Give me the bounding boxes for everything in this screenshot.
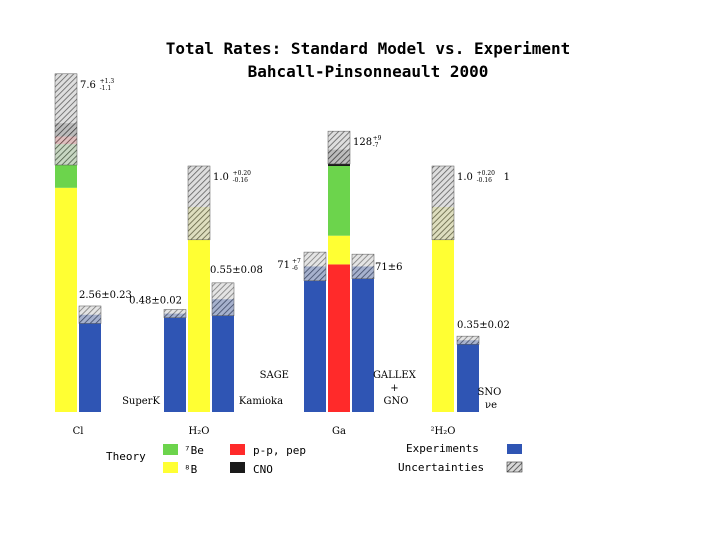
legend-label-7be: ⁷Be bbox=[184, 444, 204, 457]
bar-2-2-experiment-bar bbox=[352, 266, 374, 412]
bar-2-0-experiment-bar bbox=[304, 266, 326, 412]
chart-title: Total Rates: Standard Model vs. Experime… bbox=[166, 39, 571, 58]
bar-2-1-theory-pp-segment bbox=[328, 264, 350, 412]
legend-experiments-label: Experiments bbox=[406, 442, 479, 455]
legend-swatch-cno bbox=[230, 462, 245, 473]
experiment-name-sage: SAGE bbox=[260, 370, 289, 381]
legend-label-cno: CNO bbox=[253, 463, 273, 476]
bar-2-1-theory-be7-segment bbox=[328, 166, 350, 236]
bar-0-1-experiment-uncertainty bbox=[78, 305, 102, 324]
bar-0-1-experiment-value-label: 2.56±0.23 bbox=[79, 290, 132, 301]
legend-swatch-uncertainties bbox=[506, 461, 523, 473]
group-label-d2o: ²H₂O bbox=[431, 426, 456, 437]
bar-1-1-theory-b8-segment bbox=[188, 207, 210, 412]
bar-1-2-experiment-uncertainty bbox=[211, 282, 235, 316]
bar-2-0-experiment-unc-minus-label: -6 bbox=[292, 265, 298, 272]
legend-label-pp: p-p, pep bbox=[253, 444, 306, 457]
bar-1-0-experiment-bar bbox=[164, 313, 186, 412]
bar-2-1-theory-unc-minus-label: -7 bbox=[373, 142, 379, 149]
bar-2-0-experiment-value-label: 71 bbox=[277, 260, 290, 271]
experiment-name-kamioka: Kamioka bbox=[239, 396, 283, 407]
bar-0-0-theory-unc-minus-label: -1.1 bbox=[100, 85, 112, 92]
bar-3-0-theory-value-label: 1.0 bbox=[457, 172, 473, 183]
bar-3-1-experiment-value-label: 0.35±0.02 bbox=[457, 320, 510, 331]
bar-0-0-theory-uncertainty bbox=[54, 73, 78, 166]
bar-2-0-experiment-uncertainty bbox=[303, 251, 327, 282]
bar-2-1-theory-b8-segment bbox=[328, 235, 350, 265]
legend-swatch-8b bbox=[163, 462, 178, 473]
bar-0-0-theory-value-label: 7.6 bbox=[80, 80, 96, 91]
legend-uncertainties-label: Uncertainties bbox=[398, 461, 484, 474]
legend-swatch-7be bbox=[163, 444, 178, 455]
bar-3-0-theory-unc-minus-label: -0.16 bbox=[477, 177, 493, 184]
bar-3-1-experiment-bar bbox=[457, 340, 479, 412]
bars-layer bbox=[54, 73, 480, 412]
bar-1-0-experiment-value-label: 0.48±0.02 bbox=[129, 296, 182, 307]
group-label-h2o: H₂O bbox=[189, 426, 210, 437]
bar-2-1-theory-uncertainty bbox=[327, 130, 351, 165]
legend-swatch-pp bbox=[230, 444, 245, 455]
bar-1-2-experiment-bar bbox=[212, 299, 234, 412]
legend-label-8b: ⁸B bbox=[184, 463, 198, 476]
group-label-cl: Cl bbox=[73, 426, 84, 437]
bar-2-0-experiment-unc-plus-label: +7 bbox=[292, 258, 301, 265]
bar-3-0-theory-unc-plus-label: +0.20 bbox=[477, 170, 496, 177]
bar-1-1-theory-unc-plus-label: +0.20 bbox=[233, 170, 252, 177]
legend: Theory ⁷Be p-p, pep ⁸B CNO Experiments U… bbox=[106, 442, 523, 476]
bar-1-2-experiment-value-label: 0.55±0.08 bbox=[210, 265, 263, 276]
group-label-ga: Ga bbox=[332, 426, 346, 437]
bar-2-1-theory-unc-plus-label: +9 bbox=[373, 135, 382, 142]
bar-2-2-experiment-uncertainty bbox=[351, 253, 375, 279]
labels-layer: 7.6 +1.3-1.12.56±0.230.48±0.021.0 +0.20-0.… bbox=[79, 78, 510, 331]
bar-3-1-experiment-uncertainty bbox=[456, 335, 480, 345]
experiment-name-gallex-gno: GALLEX + GNO bbox=[373, 370, 419, 407]
bar-1-1-theory-unc-minus-label: -0.16 bbox=[233, 177, 249, 184]
experiment-name-sno: SNO νe bbox=[478, 387, 505, 411]
bar-1-0-experiment-uncertainty bbox=[163, 309, 187, 318]
bar-3-0-theory-note: 1 bbox=[504, 172, 510, 183]
bar-1-1-theory-uncertainty bbox=[187, 165, 211, 241]
bar-0-0-theory-b8-segment bbox=[55, 187, 77, 412]
legend-swatch-experiments bbox=[507, 444, 522, 454]
bar-0-0-theory-unc-plus-label: +1.3 bbox=[100, 78, 115, 85]
bar-3-0-theory-uncertainty bbox=[431, 165, 455, 241]
bar-2-1-theory-value-label: 128 bbox=[353, 137, 372, 148]
bar-3-0-theory-b8-segment bbox=[432, 207, 454, 412]
legend-theory-title: Theory bbox=[106, 450, 146, 463]
chart-subtitle: Bahcall-Pinsonneault 2000 bbox=[248, 62, 489, 81]
bar-1-1-theory-value-label: 1.0 bbox=[213, 172, 229, 183]
bar-2-2-experiment-value-label: 71±6 bbox=[375, 262, 402, 273]
bar-0-1-experiment-bar bbox=[79, 314, 101, 412]
experiment-name-superk: SuperK bbox=[122, 396, 160, 407]
